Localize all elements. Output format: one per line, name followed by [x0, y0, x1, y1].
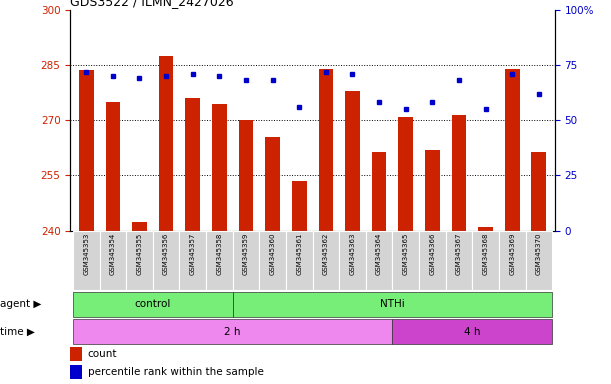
Text: control: control: [134, 299, 171, 309]
Text: GSM345356: GSM345356: [163, 233, 169, 275]
Text: GSM345353: GSM345353: [83, 233, 89, 275]
Bar: [70, 365, 82, 379]
Text: 4 h: 4 h: [464, 327, 480, 337]
Text: time ▶: time ▶: [0, 327, 35, 337]
Bar: [445, 231, 472, 290]
Bar: [79, 70, 93, 231]
Text: GSM345359: GSM345359: [243, 233, 249, 275]
Text: percentile rank within the sample: percentile rank within the sample: [87, 367, 263, 377]
Bar: [398, 116, 413, 231]
Text: GSM345366: GSM345366: [430, 233, 435, 275]
Bar: [100, 231, 126, 290]
Bar: [525, 231, 552, 290]
Text: GSM345354: GSM345354: [110, 233, 116, 275]
Bar: [366, 231, 392, 290]
Bar: [286, 231, 313, 290]
Bar: [472, 231, 499, 290]
Bar: [292, 181, 307, 231]
Text: GSM345361: GSM345361: [296, 233, 302, 275]
Bar: [532, 152, 546, 231]
Bar: [73, 292, 233, 316]
Bar: [505, 69, 519, 231]
Text: count: count: [87, 349, 117, 359]
Bar: [233, 231, 259, 290]
Bar: [233, 292, 552, 316]
Bar: [185, 98, 200, 231]
Text: GSM345360: GSM345360: [269, 233, 276, 275]
Text: 2 h: 2 h: [224, 327, 241, 337]
Bar: [259, 231, 286, 290]
Text: GSM345370: GSM345370: [536, 233, 542, 275]
Text: GDS3522 / ILMN_2427026: GDS3522 / ILMN_2427026: [70, 0, 234, 8]
Text: GSM345369: GSM345369: [509, 233, 515, 275]
Bar: [265, 137, 280, 231]
Text: GSM345355: GSM345355: [136, 233, 142, 275]
Text: GSM345358: GSM345358: [216, 233, 222, 275]
Text: GSM345357: GSM345357: [190, 233, 196, 275]
Text: GSM345368: GSM345368: [483, 233, 489, 275]
Bar: [106, 102, 120, 231]
Text: GSM345363: GSM345363: [349, 233, 356, 275]
Bar: [371, 152, 386, 231]
Bar: [419, 231, 445, 290]
Text: GSM345365: GSM345365: [403, 233, 409, 275]
Bar: [392, 231, 419, 290]
Bar: [425, 150, 440, 231]
Bar: [212, 104, 227, 231]
Bar: [452, 115, 466, 231]
Bar: [132, 222, 147, 231]
Bar: [206, 231, 233, 290]
Bar: [73, 231, 100, 290]
Bar: [239, 120, 254, 231]
Bar: [339, 231, 366, 290]
Bar: [126, 231, 153, 290]
Bar: [499, 231, 525, 290]
Bar: [345, 91, 360, 231]
Text: GSM345362: GSM345362: [323, 233, 329, 275]
Bar: [70, 348, 82, 361]
Bar: [313, 231, 339, 290]
Bar: [392, 319, 552, 344]
Text: agent ▶: agent ▶: [0, 299, 42, 309]
Bar: [318, 69, 333, 231]
Text: GSM345364: GSM345364: [376, 233, 382, 275]
Bar: [153, 231, 180, 290]
Text: GSM345367: GSM345367: [456, 233, 462, 275]
Bar: [478, 227, 493, 231]
Text: NTHi: NTHi: [380, 299, 404, 309]
Bar: [159, 56, 174, 231]
Bar: [180, 231, 206, 290]
Bar: [73, 319, 392, 344]
